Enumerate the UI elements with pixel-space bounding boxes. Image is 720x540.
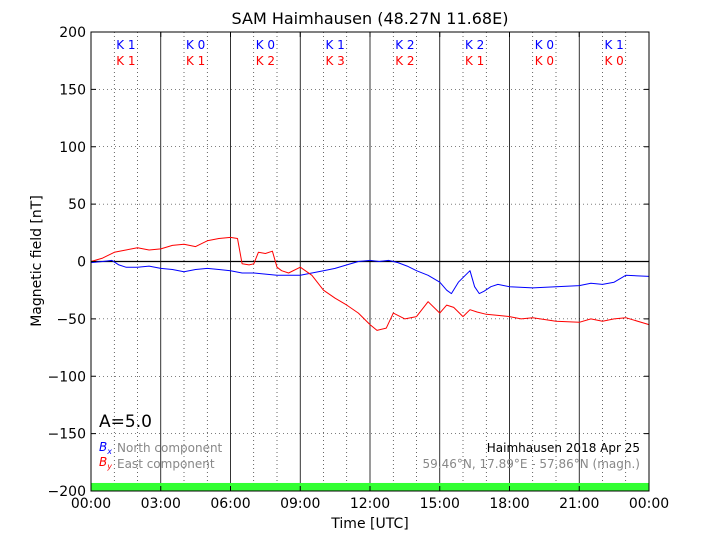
legend-bx-label: North component (117, 441, 223, 455)
k-index-east: K 1 (116, 54, 135, 68)
y-tick-label: 150 (59, 82, 86, 98)
k-index-north: K 0 (256, 38, 275, 52)
y-tick-label: −50 (56, 312, 86, 328)
x-tick-label: 06:00 (210, 496, 250, 512)
k-index-east: K 0 (604, 54, 623, 68)
series-group (90, 236, 650, 331)
x-tick-label: 09:00 (280, 496, 320, 512)
k-index-north: K 1 (116, 38, 135, 52)
y-ticks: 200 150 100 50 0 −50 −100 −150 −200 (48, 25, 649, 500)
k-index-north: K 2 (465, 38, 484, 52)
x-ticks: 00:00 03:00 06:00 09:00 12:00 15:00 18:00 21:00… (71, 32, 669, 512)
k-index-north: K 1 (325, 38, 344, 52)
a-index: A=5.0 (99, 412, 152, 432)
x-tick-label: 18:00 (489, 496, 529, 512)
y-tick-label: 200 (59, 25, 86, 41)
x-tick-label: 00:00 (71, 496, 111, 512)
grid (91, 31, 649, 492)
y-tick-label: −100 (48, 369, 86, 385)
k-index-east: K 3 (325, 54, 344, 68)
y-tick-label: 0 (77, 255, 86, 271)
x-tick-label: 03:00 (141, 496, 181, 512)
k-index-north: K 2 (395, 38, 414, 52)
k-index-east: K 2 (395, 54, 414, 68)
station-label: Haimhausen 2018 Apr 25 (487, 441, 640, 455)
y-tick-label: 50 (68, 197, 86, 213)
k-indices: K 1 K 0 K 0 K 1 K 2 K 2 K 0 K 1 K 1 K 1 K 2 K 3 K 2 K… (116, 38, 624, 68)
k-index-east: K 0 (535, 54, 554, 68)
x-tick-label: 12:00 (350, 496, 390, 512)
y-tick-label: 100 (59, 140, 86, 156)
y-tick-label: −150 (48, 427, 86, 443)
series-north-component-line (90, 259, 650, 295)
x-tick-label: 15:00 (420, 496, 460, 512)
k-index-north: K 1 (604, 38, 623, 52)
coords-label: 59.46°N, 17.89°E - 57.86°N (magn.) (423, 457, 640, 471)
series-east-component-line (90, 236, 650, 331)
legend-by-label: East component (117, 457, 215, 471)
chart-title: SAM Haimhausen (48.27N 11.68E) (232, 9, 509, 28)
k-index-east: K 1 (186, 54, 205, 68)
k-index-east: K 2 (256, 54, 275, 68)
k-index-north: K 0 (186, 38, 205, 52)
x-axis-label: Time [UTC] (330, 516, 408, 532)
k-index-east: K 1 (465, 54, 484, 68)
y-tick-label: −200 (48, 484, 86, 500)
x-tick-label: 00:00 (629, 496, 669, 512)
y-axis-label: Magnetic field [nT] (29, 195, 45, 327)
k-index-north: K 0 (535, 38, 554, 52)
x-tick-label: 21:00 (559, 496, 599, 512)
